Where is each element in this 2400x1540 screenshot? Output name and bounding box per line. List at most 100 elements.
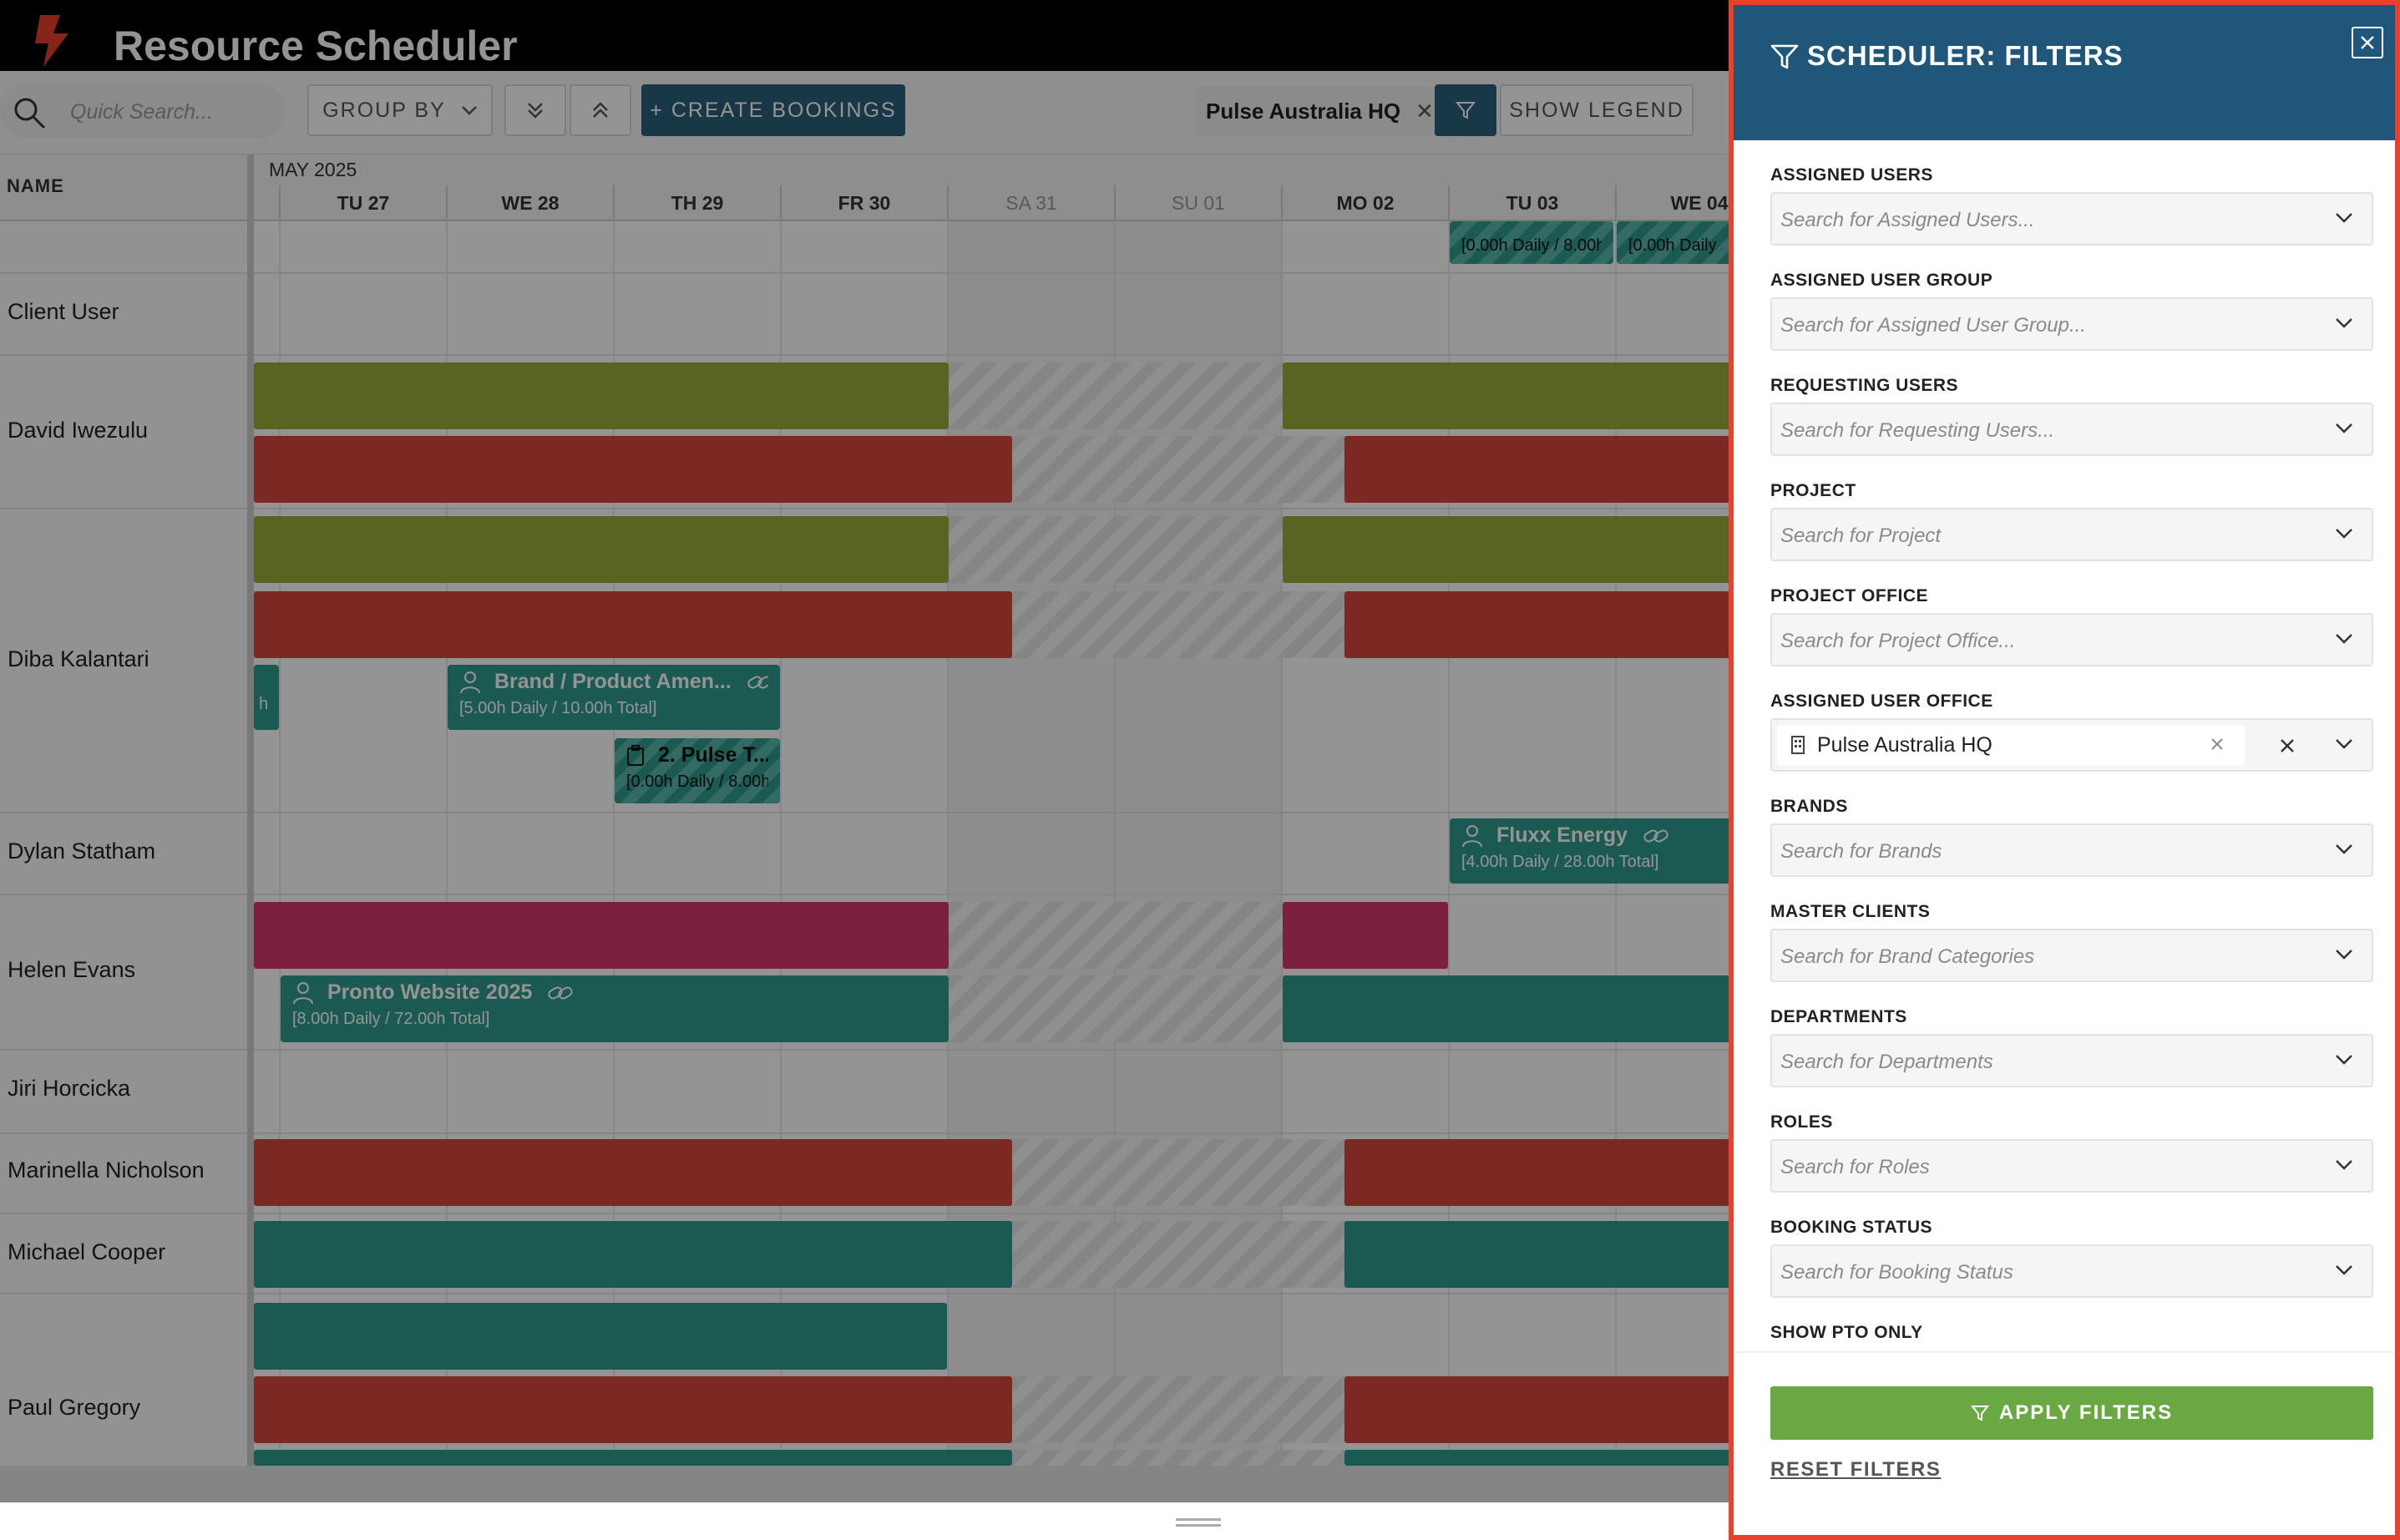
booking-bar[interactable] <box>1344 1139 1734 1206</box>
link-icon <box>1643 829 1668 842</box>
resource-name[interactable]: Helen Evans <box>8 957 136 982</box>
booking-card[interactable]: Fluxx Energy [4.00h Daily / 28.00h Total… <box>1450 818 1734 884</box>
filters-panel-footer: APPLY FILTERS RESET FILTERS <box>1734 1351 2395 1535</box>
booking-card[interactable]: [0.00h Daily / 8.00h <box>1617 221 1734 264</box>
filter-label: PROJECT <box>1770 481 1856 500</box>
booking-bar[interactable] <box>1283 975 1734 1042</box>
booking-card[interactable]: [0.00h Daily / 8.00h <box>1450 221 1613 264</box>
day-column-header: WE 04 <box>1615 185 1782 219</box>
create-bookings-button[interactable]: + CREATE BOOKINGS <box>641 84 905 136</box>
grid-column-line <box>1281 221 1283 1466</box>
booking-bar[interactable] <box>254 1221 1012 1288</box>
weekend-hatch <box>1012 1221 1344 1288</box>
close-button[interactable] <box>2352 27 2383 58</box>
brands-select[interactable]: Search for Brands <box>1770 823 2373 877</box>
booking-card[interactable]: Pronto Website 2025 [8.00h Daily / 72.00… <box>281 975 949 1042</box>
show-legend-button[interactable]: SHOW LEGEND <box>1500 84 1694 136</box>
booking-card[interactable]: 2. Pulse T... [0.00h Daily / 8.00h <box>615 738 780 803</box>
remove-filter-icon[interactable]: ✕ <box>1415 98 1434 124</box>
quick-search-input[interactable] <box>0 84 286 139</box>
booking-bar[interactable] <box>254 902 949 969</box>
booking-bar[interactable] <box>254 1450 1012 1466</box>
grid-column-line <box>1448 221 1450 1466</box>
project-office-select[interactable]: Search for Project Office... <box>1770 613 2373 666</box>
booking-bar[interactable] <box>254 591 1012 658</box>
booking-bar[interactable] <box>1344 1376 1734 1443</box>
booking-bar[interactable] <box>1283 516 1734 583</box>
funnel-icon <box>1456 102 1476 119</box>
clear-selection-icon[interactable] <box>2276 735 2298 757</box>
grid-row-line <box>0 1213 1754 1214</box>
booking-bar[interactable] <box>1283 902 1448 969</box>
booking-subtitle: h <box>259 695 269 713</box>
booking-bar[interactable] <box>1344 1221 1734 1288</box>
master-clients-select[interactable]: Search for Brand Categories <box>1770 929 2373 982</box>
requesting-users-select[interactable]: Search for Requesting Users... <box>1770 403 2373 456</box>
assigned-user-group-select[interactable]: Search for Assigned User Group... <box>1770 297 2373 351</box>
remove-tag-icon[interactable] <box>2205 732 2230 757</box>
assigned-users-select[interactable]: Search for Assigned Users... <box>1770 192 2373 246</box>
booking-bar[interactable] <box>254 436 1012 503</box>
booking-bar[interactable] <box>1344 436 1734 503</box>
resource-name[interactable]: Jiri Horcicka <box>8 1076 131 1101</box>
filter-toggle-button[interactable] <box>1435 84 1496 136</box>
resource-name[interactable]: Marinella Nicholson <box>8 1158 205 1183</box>
day-column-header: WE 28 <box>446 185 613 219</box>
booking-subtitle: [5.00h Daily / 10.00h Total] <box>459 699 657 717</box>
select-placeholder: Search for Project <box>1780 524 1942 547</box>
filter-label: ASSIGNED USER OFFICE <box>1770 691 1993 711</box>
grid-column-line <box>1114 221 1116 1466</box>
booking-bar[interactable] <box>254 516 949 583</box>
filter-label: BOOKING STATUS <box>1770 1218 1933 1237</box>
grid-row-line <box>0 1049 1754 1051</box>
day-column-header: TU 27 <box>279 185 446 219</box>
booking-card[interactable]: Brand / Product Amen... [5.00h Daily / 1… <box>448 665 780 730</box>
departments-select[interactable]: Search for Departments <box>1770 1034 2373 1087</box>
booking-subtitle: [0.00h Daily / 8.00h <box>1461 236 1602 255</box>
assigned-user-office-select[interactable]: Pulse Australia HQ <box>1770 718 2373 772</box>
weekend-hatch <box>1012 436 1344 503</box>
name-column <box>0 221 251 1466</box>
booking-title: Pronto Website 2025 <box>327 980 533 1004</box>
booking-bar[interactable] <box>254 1303 947 1370</box>
group-by-dropdown[interactable]: GROUP BY <box>307 84 493 136</box>
chevron-down-icon <box>2336 634 2352 644</box>
resource-name[interactable]: Diba Kalantari <box>8 646 149 671</box>
month-label: MAY 2025 <box>269 159 357 180</box>
reset-filters-link[interactable]: RESET FILTERS <box>1770 1458 1942 1481</box>
grid-row-line <box>0 1293 1754 1294</box>
filter-label: BRANDS <box>1770 797 1848 816</box>
booking-bar[interactable] <box>254 1376 1012 1443</box>
collapse-all-button[interactable] <box>570 84 631 136</box>
grid-column-line <box>446 221 448 1466</box>
resource-name[interactable]: David Iwezulu <box>8 418 149 443</box>
resize-grip-icon[interactable] <box>1176 1518 1221 1527</box>
grid-row-line <box>0 272 1754 274</box>
roles-select[interactable]: Search for Roles <box>1770 1139 2373 1193</box>
booking-bar[interactable] <box>254 1139 1012 1206</box>
apply-filters-button[interactable]: APPLY FILTERS <box>1770 1386 2373 1440</box>
grid-row-line <box>0 508 1754 509</box>
lightning-bolt-icon[interactable] <box>32 15 75 67</box>
booking-bar[interactable] <box>1344 591 1734 658</box>
booking-status-select[interactable]: Search for Booking Status <box>1770 1244 2373 1298</box>
expand-all-button[interactable] <box>504 84 566 136</box>
booking-title: Brand / Product Amen... <box>494 670 732 693</box>
resource-name[interactable]: Dylan Statham <box>8 838 156 864</box>
selected-option-tag: Pulse Australia HQ <box>1777 725 2245 765</box>
active-filter-chip[interactable]: Pulse Australia HQ ✕ <box>1196 87 1444 135</box>
booking-bar[interactable] <box>254 362 949 429</box>
booking-card[interactable]: h <box>254 665 279 730</box>
booking-bar[interactable] <box>1283 362 1734 429</box>
resource-name[interactable]: Paul Gregory <box>8 1395 141 1420</box>
column-resize-handle[interactable] <box>247 155 254 1466</box>
booking-bar[interactable] <box>1344 1450 1734 1466</box>
resource-name[interactable]: Client User <box>8 299 119 324</box>
day-column-header: MO 02 <box>1281 185 1448 219</box>
user-icon <box>460 671 480 693</box>
grid-column-line <box>780 221 782 1466</box>
booking-subtitle: [0.00h Daily / 8.00h <box>1628 236 1722 255</box>
project-select[interactable]: Search for Project <box>1770 508 2373 561</box>
resource-name[interactable]: Michael Cooper <box>8 1239 166 1264</box>
filter-label: ASSIGNED USER GROUP <box>1770 271 1993 290</box>
